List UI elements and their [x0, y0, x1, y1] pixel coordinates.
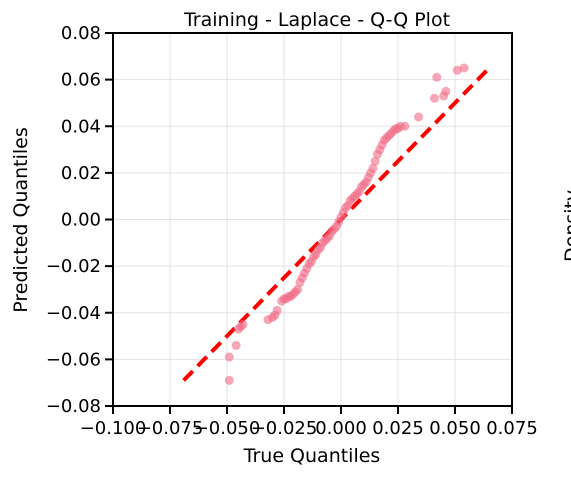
y-tick-label: −0.02: [46, 256, 101, 277]
y-axis-label: Predicted Quantiles: [10, 127, 32, 313]
data-point: [370, 156, 380, 166]
y-tick-label: −0.08: [46, 396, 101, 417]
x-tick-label: 0.050: [429, 418, 481, 439]
y-tick-label: 0.04: [61, 116, 101, 137]
y-tick-label: 0.08: [61, 23, 101, 44]
x-tick-label: −0.050: [194, 418, 261, 439]
grid: [112, 32, 513, 407]
y-tick-label: −0.06: [46, 349, 101, 370]
data-point: [400, 121, 410, 131]
x-tick-label: −0.100: [80, 418, 147, 439]
x-tick-label: 0.025: [372, 418, 424, 439]
y-tick-label: −0.04: [46, 303, 101, 324]
data-point: [429, 93, 439, 103]
data-point: [238, 319, 248, 329]
data-point: [224, 375, 234, 385]
x-tick-label: −0.025: [251, 418, 318, 439]
y-tick-label: 0.06: [61, 70, 101, 91]
chart-title: Training - Laplace - Q-Q Plot: [183, 9, 450, 31]
scatter-points: [224, 63, 469, 385]
clipped-density-label: Density: [561, 190, 571, 262]
data-point: [293, 284, 303, 294]
data-point: [272, 305, 282, 315]
data-point: [441, 86, 451, 96]
y-tick-label: 0.00: [61, 210, 101, 231]
data-point: [432, 72, 442, 82]
x-tick-label: 0.000: [315, 418, 367, 439]
data-point: [459, 63, 469, 73]
data-point: [224, 352, 234, 362]
data-point: [368, 163, 378, 173]
data-point: [414, 112, 424, 122]
y-axis: −0.08 −0.06 −0.04 −0.02 0.00 0.02 0.04 0.06 0.08: [46, 23, 113, 417]
x-tick-label: 0.075: [486, 418, 538, 439]
x-axis-label: True Quantiles: [243, 445, 381, 467]
data-point: [452, 65, 462, 75]
x-tick-label: −0.075: [137, 418, 204, 439]
data-point: [231, 340, 241, 350]
y-tick-label: 0.02: [61, 163, 101, 184]
